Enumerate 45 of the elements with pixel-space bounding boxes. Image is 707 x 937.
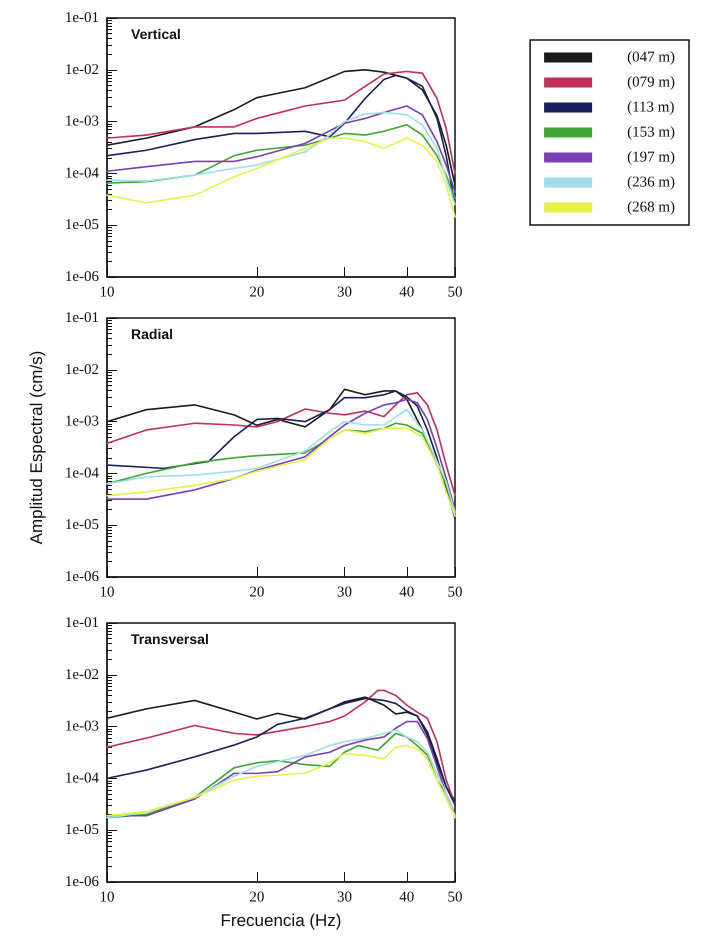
legend-label: (047 m) xyxy=(627,50,676,66)
x-tick-label: 40 xyxy=(399,890,414,906)
x-tick-label: 20 xyxy=(249,284,264,300)
x-tick-label: 30 xyxy=(337,584,352,600)
x-tick-label: 20 xyxy=(249,584,264,600)
x-tick-label: 40 xyxy=(399,284,414,300)
y-tick-label: 1e-06 xyxy=(64,569,100,585)
y-axis-title: Amplitud Espectral (cm/s) xyxy=(27,350,46,544)
y-tick-label: 1e-04 xyxy=(64,770,100,786)
x-tick-label: 30 xyxy=(337,890,352,906)
y-tick-label: 1e-01 xyxy=(64,310,99,326)
x-tick-label: 10 xyxy=(100,284,114,300)
y-tick-label: 1e-02 xyxy=(64,666,99,683)
y-tick-label: 1e-02 xyxy=(64,362,99,378)
legend-label: (113 m) xyxy=(627,100,674,116)
text: Transversal xyxy=(131,631,209,647)
y-tick-label: 1e-04 xyxy=(64,465,100,482)
x-tick-label: 50 xyxy=(448,890,462,906)
legend-label: (153 m) xyxy=(627,124,676,140)
x-tick-label: 50 xyxy=(448,584,462,600)
x-tick-label: 10 xyxy=(100,584,114,600)
y-tick-label: 1e-01 xyxy=(64,615,99,631)
y-tick-label: 1e-05 xyxy=(64,217,99,234)
y-tick-label: 1e-06 xyxy=(64,269,100,285)
y-tick-label: 1e-02 xyxy=(64,62,99,78)
legend-label: (197 m) xyxy=(627,150,676,166)
legend-label: (236 m) xyxy=(627,174,676,190)
y-tick-label: 1e-01 xyxy=(64,10,99,26)
legend-label: (079 m) xyxy=(627,74,676,90)
y-tick-label: 1e-03 xyxy=(64,114,99,130)
y-tick-label: 1e-05 xyxy=(64,517,99,534)
y-tick-label: 1e-05 xyxy=(64,822,99,838)
x-axis-title: Frecuencia (Hz) xyxy=(220,911,342,930)
x-tick-label: 50 xyxy=(448,284,462,300)
y-tick-label: 1e-04 xyxy=(64,165,100,182)
x-tick-label: 30 xyxy=(337,284,352,300)
y-tick-label: 1e-06 xyxy=(64,874,100,890)
y-tick-label: 1e-03 xyxy=(64,718,99,735)
x-tick-label: 40 xyxy=(399,584,414,600)
text: Vertical xyxy=(131,26,181,42)
y-tick-label: 1e-03 xyxy=(64,414,99,430)
x-tick-label: 10 xyxy=(100,890,114,906)
legend-label: (268 m) xyxy=(627,200,676,216)
x-tick-label: 20 xyxy=(249,890,264,906)
text: Radial xyxy=(131,326,174,342)
